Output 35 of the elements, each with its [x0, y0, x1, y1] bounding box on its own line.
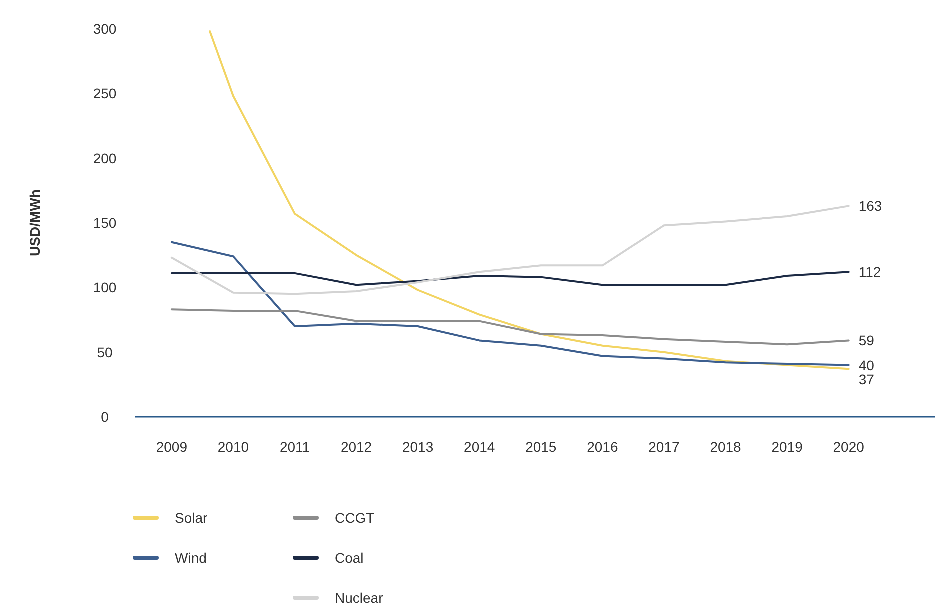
data-label: 40	[858, 357, 875, 374]
y-tick-label: 300	[93, 21, 117, 37]
y-tick-label: 0	[101, 409, 110, 425]
x-tick-label: 2019	[772, 439, 804, 455]
x-tick-label: 2011	[280, 439, 310, 455]
x-tick-label: 2009	[156, 439, 188, 455]
data-label: 163	[858, 198, 882, 214]
line-series	[170, 308, 850, 346]
x-tick-label: 2012	[340, 439, 372, 455]
y-axis-title: USD/MWh	[27, 190, 43, 256]
data-label: 112	[858, 264, 882, 280]
x-tick-label: 2018	[710, 439, 742, 455]
legend-label: Nuclear	[335, 590, 384, 605]
line-series	[170, 241, 850, 366]
y-tick-label: 150	[93, 215, 117, 231]
y-tick-label: 100	[93, 280, 117, 296]
x-tick-label: 2010	[218, 439, 250, 455]
y-tick-label: 200	[93, 150, 117, 166]
y-tick-label: 50	[97, 344, 113, 360]
x-tick-label: 2013	[402, 439, 434, 455]
y-tick-label: 250	[93, 86, 117, 102]
x-tick-label: 2015	[526, 439, 557, 455]
legend-label: Solar	[175, 510, 208, 526]
x-tick-label: 2014	[464, 439, 496, 455]
data-label: 59	[858, 332, 875, 349]
legend-label: CCGT	[335, 510, 376, 526]
line-series	[170, 205, 850, 296]
x-tick-label: 2016	[587, 439, 618, 455]
line-series	[209, 30, 850, 370]
x-tick-label: 2017	[648, 439, 680, 455]
legend-label: Wind	[175, 550, 207, 566]
line-series	[170, 271, 850, 286]
legend-label: Coal	[335, 550, 364, 566]
data-label: 37	[858, 371, 875, 388]
x-tick-label: 2020	[833, 439, 865, 455]
